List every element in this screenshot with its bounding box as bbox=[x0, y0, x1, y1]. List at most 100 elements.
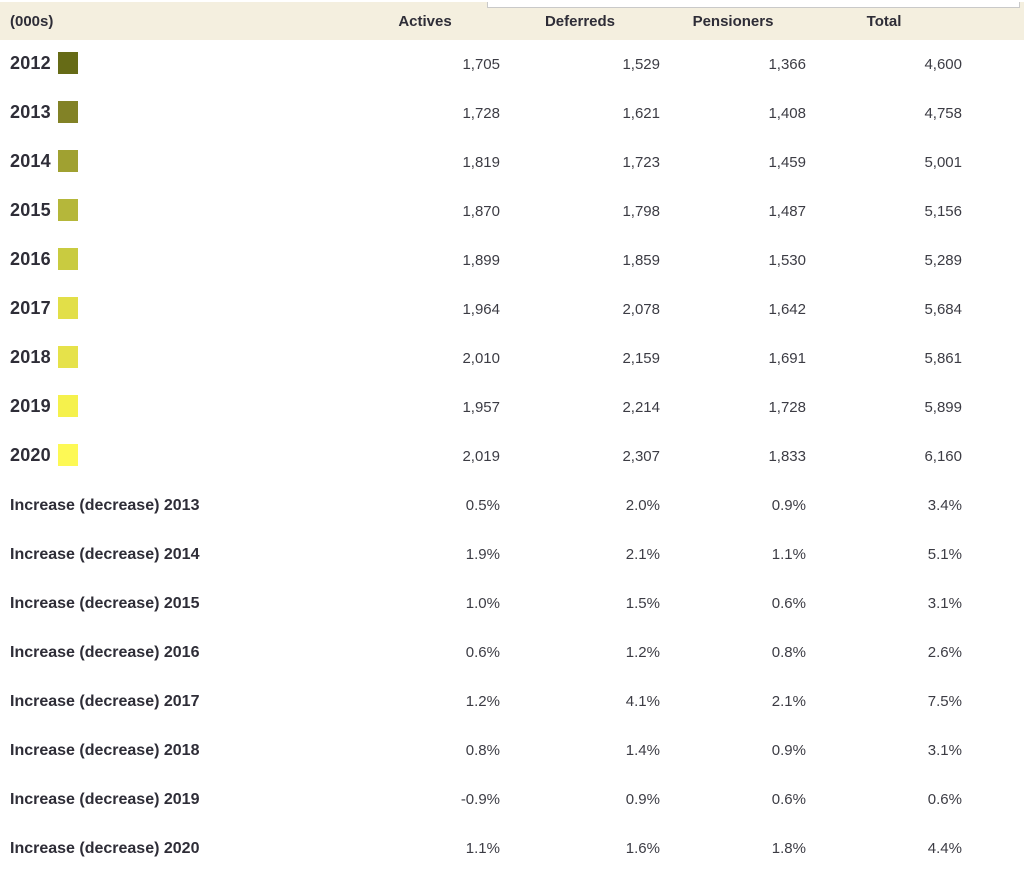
cell-pensioners: 2.1% bbox=[771, 693, 806, 710]
cell-actives: 1,870 bbox=[462, 203, 500, 220]
column-header-total: Total bbox=[806, 2, 962, 40]
row-label: Increase (decrease) 2013 bbox=[10, 496, 200, 514]
cell-actives: 1,728 bbox=[462, 105, 500, 122]
cell-deferreds: 4.1% bbox=[625, 693, 660, 710]
cell-actives: 1,705 bbox=[462, 56, 500, 73]
row-label: Increase (decrease) 2020 bbox=[10, 839, 200, 857]
cell-deferreds: 2,307 bbox=[622, 448, 660, 465]
cell-actives: 1.0% bbox=[465, 595, 500, 612]
cell-pensioners: 1,408 bbox=[768, 105, 806, 122]
row-spacer bbox=[962, 383, 1024, 432]
header-row: (000s) Actives Deferreds Pensioners Tota… bbox=[0, 2, 1024, 40]
table-row-change-2013: Increase (decrease) 2013 0.5% 2.0% 0.9% … bbox=[0, 481, 1024, 530]
cell-total: 4,758 bbox=[924, 105, 962, 122]
cell-actives: 0.6% bbox=[465, 644, 500, 661]
cell-deferreds: 1.5% bbox=[625, 595, 660, 612]
row-spacer bbox=[962, 530, 1024, 579]
cell-deferreds: 2,159 bbox=[622, 350, 660, 367]
cell-deferreds: 1,723 bbox=[622, 154, 660, 171]
row-spacer bbox=[962, 628, 1024, 677]
row-label: 2016 bbox=[10, 249, 51, 270]
row-spacer bbox=[962, 89, 1024, 138]
table-row-2019: 2019 1,957 2,214 1,728 5,899 bbox=[0, 383, 1024, 432]
cell-pensioners: 1,366 bbox=[768, 56, 806, 73]
cell-pensioners: 0.9% bbox=[771, 742, 806, 759]
cell-total: 5,156 bbox=[924, 203, 962, 220]
row-label: 2019 bbox=[10, 396, 51, 417]
row-spacer bbox=[962, 334, 1024, 383]
row-spacer bbox=[962, 236, 1024, 285]
row-spacer bbox=[962, 775, 1024, 824]
cell-total: 5,001 bbox=[924, 154, 962, 171]
legend-swatch bbox=[57, 149, 78, 172]
legend-swatch bbox=[57, 247, 78, 270]
row-spacer bbox=[962, 40, 1024, 89]
cell-total: 2.6% bbox=[927, 644, 962, 661]
table-row-2014: 2014 1,819 1,723 1,459 5,001 bbox=[0, 138, 1024, 187]
cell-pensioners: 1,530 bbox=[768, 252, 806, 269]
table-row-2012: 2012 1,705 1,529 1,366 4,600 bbox=[0, 40, 1024, 89]
row-spacer bbox=[962, 579, 1024, 628]
cell-total: 5,861 bbox=[924, 350, 962, 367]
row-spacer bbox=[962, 138, 1024, 187]
row-label: 2018 bbox=[10, 347, 51, 368]
cell-pensioners: 1,691 bbox=[768, 350, 806, 367]
row-spacer bbox=[962, 285, 1024, 334]
row-label: 2012 bbox=[10, 53, 51, 74]
cell-deferreds: 1.2% bbox=[625, 644, 660, 661]
table-row-2015: 2015 1,870 1,798 1,487 5,156 bbox=[0, 187, 1024, 236]
cell-total: 3.4% bbox=[927, 497, 962, 514]
cell-deferreds: 2,078 bbox=[622, 301, 660, 318]
cropped-element-edge bbox=[487, 2, 1020, 8]
cell-total: 4,600 bbox=[924, 56, 962, 73]
legend-swatch bbox=[57, 198, 78, 221]
cell-pensioners: 0.9% bbox=[771, 497, 806, 514]
cell-total: 5,289 bbox=[924, 252, 962, 269]
row-label: Increase (decrease) 2014 bbox=[10, 545, 200, 563]
table-row-change-2016: Increase (decrease) 2016 0.6% 1.2% 0.8% … bbox=[0, 628, 1024, 677]
cell-pensioners: 1,459 bbox=[768, 154, 806, 171]
cell-deferreds: 2.1% bbox=[625, 546, 660, 563]
cell-pensioners: 1,642 bbox=[768, 301, 806, 318]
cell-pensioners: 1.1% bbox=[771, 546, 806, 563]
table-row-change-2014: Increase (decrease) 2014 1.9% 2.1% 1.1% … bbox=[0, 530, 1024, 579]
row-label: 2017 bbox=[10, 298, 51, 319]
column-header-pensioners: Pensioners bbox=[660, 2, 806, 40]
cell-deferreds: 1.6% bbox=[625, 840, 660, 857]
legend-swatch bbox=[57, 296, 78, 319]
cell-total: 6,160 bbox=[924, 448, 962, 465]
cell-deferreds: 0.9% bbox=[625, 791, 660, 808]
cell-pensioners: 1,487 bbox=[768, 203, 806, 220]
row-label: Increase (decrease) 2019 bbox=[10, 790, 200, 808]
cell-deferreds: 2,214 bbox=[622, 399, 660, 416]
cell-total: 7.5% bbox=[927, 693, 962, 710]
legend-swatch bbox=[57, 100, 78, 123]
cell-deferreds: 1,859 bbox=[622, 252, 660, 269]
cell-actives: 1,899 bbox=[462, 252, 500, 269]
cell-actives: -0.9% bbox=[460, 791, 500, 808]
cell-actives: 1,819 bbox=[462, 154, 500, 171]
table-row-change-2020: Increase (decrease) 2020 1.1% 1.6% 1.8% … bbox=[0, 824, 1024, 871]
cell-pensioners: 0.6% bbox=[771, 791, 806, 808]
legend-swatch bbox=[57, 443, 78, 466]
row-spacer bbox=[962, 726, 1024, 775]
row-label: Increase (decrease) 2016 bbox=[10, 643, 200, 661]
table-row-change-2018: Increase (decrease) 2018 0.8% 1.4% 0.9% … bbox=[0, 726, 1024, 775]
cell-actives: 1.9% bbox=[465, 546, 500, 563]
cell-total: 3.1% bbox=[927, 742, 962, 759]
table-row-change-2017: Increase (decrease) 2017 1.2% 4.1% 2.1% … bbox=[0, 677, 1024, 726]
cell-deferreds: 1,621 bbox=[622, 105, 660, 122]
column-header-deferreds: Deferreds bbox=[500, 2, 660, 40]
table-row-2016: 2016 1,899 1,859 1,530 5,289 bbox=[0, 236, 1024, 285]
cell-total: 0.6% bbox=[927, 791, 962, 808]
row-spacer bbox=[962, 187, 1024, 236]
cell-actives: 2,019 bbox=[462, 448, 500, 465]
row-spacer bbox=[962, 432, 1024, 481]
column-header-actives: Actives bbox=[350, 2, 500, 40]
row-spacer bbox=[962, 481, 1024, 530]
cell-deferreds: 2.0% bbox=[625, 497, 660, 514]
cell-total: 5,684 bbox=[924, 301, 962, 318]
table-row-2018: 2018 2,010 2,159 1,691 5,861 bbox=[0, 334, 1024, 383]
